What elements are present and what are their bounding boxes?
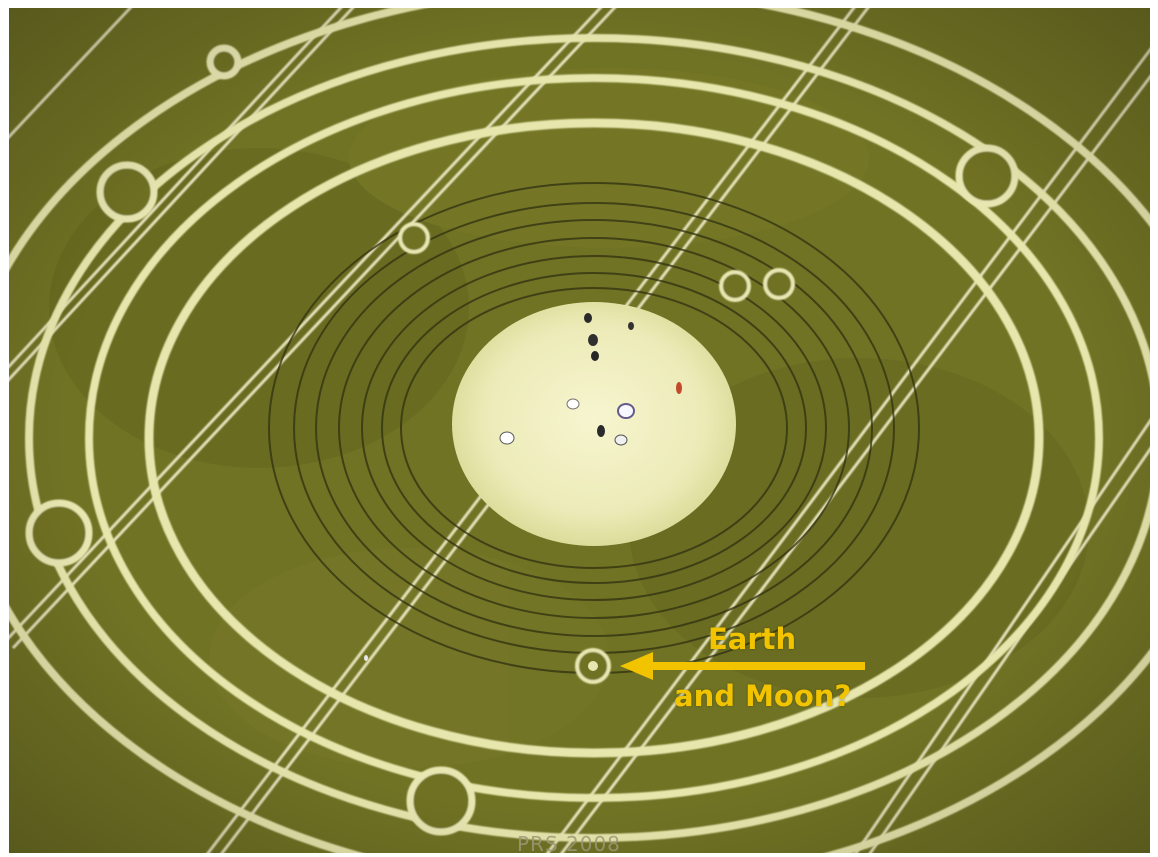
photo-frame: Earth and Moon? PRS 2008 (9, 8, 1150, 853)
photo-credit: PRS 2008 (517, 832, 621, 853)
annotation-moon-label: and Moon? (674, 679, 852, 713)
crop-circle-photo (9, 8, 1150, 853)
vignette (9, 8, 1150, 853)
annotation-earth-label: Earth (708, 622, 797, 656)
